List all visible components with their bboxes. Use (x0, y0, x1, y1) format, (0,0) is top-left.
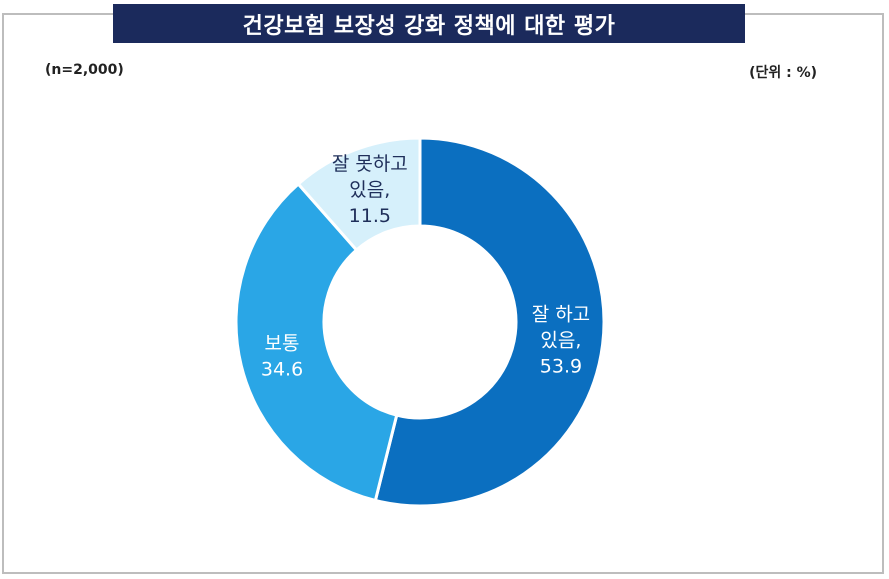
slice-value-1: 34.6 (261, 359, 303, 381)
unit-label: (단위 : %) (749, 65, 817, 81)
donut-slice-2 (296, 136, 422, 253)
sample-size-label: (n=2,000) (45, 62, 124, 78)
chart-title: 건강보험 보장성 강화 정책에 대한 평가 (113, 4, 745, 43)
donut-slice-0 (373, 136, 606, 508)
slice-label-line-2-0: 잘 못하고 (332, 153, 408, 175)
slice-label-line-0-1: 있음, (540, 329, 581, 351)
donut-slice-1 (234, 181, 399, 503)
slice-label-line-0-0: 잘 하고 (532, 303, 590, 325)
slice-label-line-2-1: 있음, (349, 179, 390, 201)
slice-value-2: 11.5 (349, 205, 391, 227)
slice-value-0: 53.9 (540, 355, 582, 377)
slice-label-line-1-0: 보통 (265, 333, 300, 355)
slice-label-1: 보통 34.6 (261, 333, 303, 381)
